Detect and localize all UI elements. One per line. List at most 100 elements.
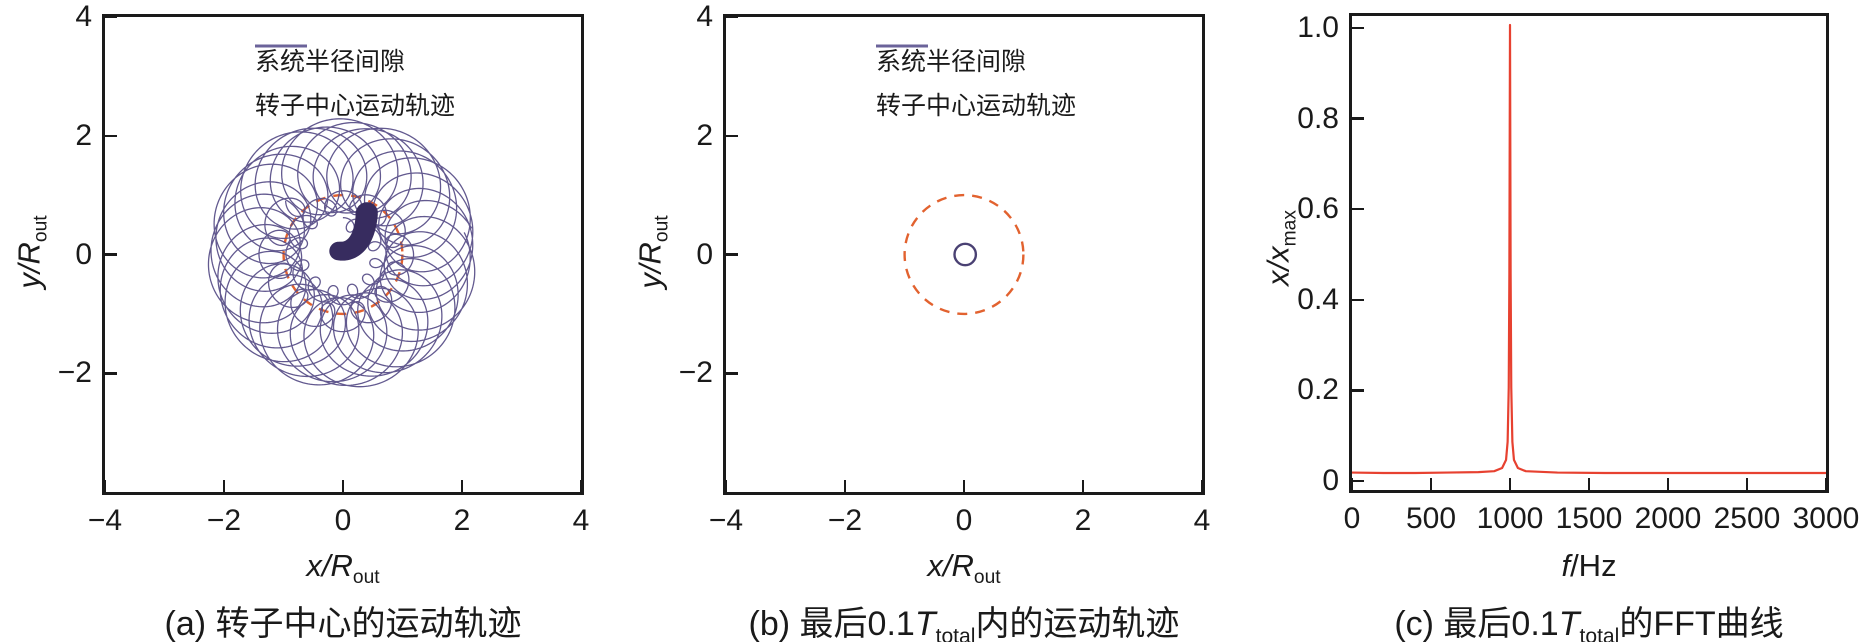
caption-text: (c) 最后0.1	[1394, 605, 1559, 642]
x-axis-label-post: /Hz	[1570, 548, 1617, 583]
x-tick-label: 2000	[1634, 502, 1702, 535]
y-tick-label: 0.2	[1297, 373, 1339, 407]
y-tick-label: 0.8	[1297, 101, 1339, 135]
x-tick-label: −2	[206, 504, 242, 537]
caption-text: (b) 最后0.1	[748, 605, 915, 642]
x-tick-label: −4	[87, 504, 123, 537]
x-tick-label: 4	[1193, 504, 1211, 537]
y-tick-label: 0	[1322, 464, 1339, 497]
fft-curve	[1352, 23, 1826, 475]
plot-b-x-axis-label: x/Rout	[834, 548, 1094, 589]
legend-label-trajectory: 转子中心运动轨迹	[876, 92, 1077, 120]
plot-a-canvas	[207, 118, 476, 388]
y-tick-label: 2	[75, 118, 92, 152]
y-axis-tick	[1352, 298, 1364, 302]
x-tick-label: 2500	[1713, 502, 1781, 535]
x-tick-label: 1500	[1555, 502, 1623, 535]
caption-text: (a) 转子中心的运动轨迹	[164, 605, 522, 642]
caption-text-post: 内的运动轨迹	[975, 605, 1180, 642]
x-axis-label-main: f	[1561, 548, 1571, 583]
caption-text-post: 的FFT曲线	[1619, 605, 1784, 642]
y-axis-tick	[1352, 479, 1364, 483]
x-axis-tick	[843, 480, 847, 492]
x-axis-tick	[1824, 478, 1828, 490]
solid-line-swatch-icon	[876, 44, 928, 48]
plot-a-x-axis-label: x/Rout	[213, 548, 473, 589]
x-tick-label: 3000	[1792, 502, 1860, 535]
caption-T-sub: total	[1579, 624, 1620, 642]
x-axis-tick	[1429, 478, 1433, 490]
rotor-trajectory-path	[207, 118, 476, 388]
caption-T: T	[914, 605, 936, 642]
y-axis-tick	[1352, 389, 1364, 392]
y-tick-label: 0	[696, 237, 713, 271]
x-tick-label: 0	[334, 504, 352, 537]
x-tick-label: 0	[955, 504, 973, 537]
x-axis-tick	[1587, 478, 1591, 490]
x-tick-label: 2	[1074, 504, 1092, 537]
y-tick-label: 0.6	[1297, 192, 1339, 226]
y-axis-tick	[105, 15, 117, 19]
x-tick-label: 500	[1405, 502, 1457, 535]
y-tick-label: −2	[57, 356, 92, 390]
y-tick-label: −2	[678, 356, 713, 390]
y-tick-label: 4	[75, 0, 92, 33]
y-tick-label: 1.0	[1297, 11, 1339, 44]
x-axis-tick	[341, 480, 345, 492]
x-tick-label: 0	[1343, 502, 1361, 535]
y-axis-tick	[105, 253, 117, 256]
y-tick-label: 0	[75, 237, 92, 271]
x-axis-tick	[1081, 480, 1085, 492]
final-orbit-circle	[953, 242, 978, 267]
x-tick-label: 4	[572, 504, 590, 537]
y-axis-tick	[726, 253, 738, 256]
legend-item-trajectory: 转子中心运动轨迹	[255, 44, 455, 121]
plot-a-legend: 系统半径间隙 转子中心运动轨迹	[255, 43, 455, 121]
y-axis-label-main: x/x	[1260, 246, 1296, 286]
x-axis-label-sub: out	[352, 567, 380, 589]
y-axis-tick	[1352, 207, 1364, 211]
x-axis-label-sub: out	[973, 567, 1001, 589]
x-axis-tick	[1666, 478, 1670, 490]
plot-b-canvas	[903, 193, 1025, 316]
x-axis-tick	[1350, 478, 1354, 490]
x-axis-tick	[579, 480, 583, 492]
clearance-circle-b	[903, 193, 1025, 316]
caption-T-sub: total	[935, 624, 976, 642]
plot-c-fft	[1349, 13, 1829, 493]
trajectory-dense-blob	[329, 202, 378, 261]
caption-T: T	[1558, 605, 1580, 642]
legend-item-trajectory: 转子中心运动轨迹	[876, 44, 1077, 121]
y-axis-tick	[105, 372, 117, 375]
x-tick-label: 2	[453, 504, 471, 537]
plot-b-caption: (b) 最后0.1Ttotal内的运动轨迹	[684, 596, 1244, 642]
x-tick-label: −2	[827, 504, 863, 537]
x-axis-label-main: x/R	[927, 548, 974, 583]
plot-a-rotor-trajectory: 系统半径间隙 转子中心运动轨迹	[102, 14, 584, 495]
y-tick-label: 2	[696, 118, 713, 152]
x-axis-tick	[103, 480, 107, 492]
plot-c-canvas	[1352, 23, 1826, 475]
plot-c-caption: (c) 最后0.1Ttotal的FFT曲线	[1309, 596, 1867, 642]
x-axis-tick	[724, 480, 728, 492]
plot-b-final-trajectory: 系统半径间隙 转子中心运动轨迹	[723, 14, 1205, 495]
x-axis-tick	[1745, 478, 1749, 490]
x-axis-tick	[1508, 478, 1512, 490]
plot-b-legend: 系统半径间隙 转子中心运动轨迹	[876, 43, 1076, 121]
plot-c-x-axis-label: f/Hz	[1459, 548, 1719, 589]
x-axis-tick	[460, 480, 464, 492]
solid-line-swatch-icon	[255, 44, 307, 48]
legend-label-clearance: 系统半径间隙	[255, 48, 406, 76]
y-axis-tick	[726, 15, 738, 19]
x-tick-label: 1000	[1476, 502, 1544, 535]
x-axis-tick	[1200, 480, 1204, 492]
x-axis-tick	[962, 480, 966, 492]
plot-a-caption: (a) 转子中心的运动轨迹	[63, 596, 623, 642]
legend-label-clearance: 系统半径间隙	[876, 48, 1027, 76]
x-axis-label-main: x/R	[306, 548, 353, 583]
y-axis-tick	[1352, 117, 1364, 120]
y-axis-tick	[726, 134, 738, 137]
x-axis-tick	[222, 480, 226, 492]
y-tick-label: 0.4	[1297, 282, 1339, 316]
